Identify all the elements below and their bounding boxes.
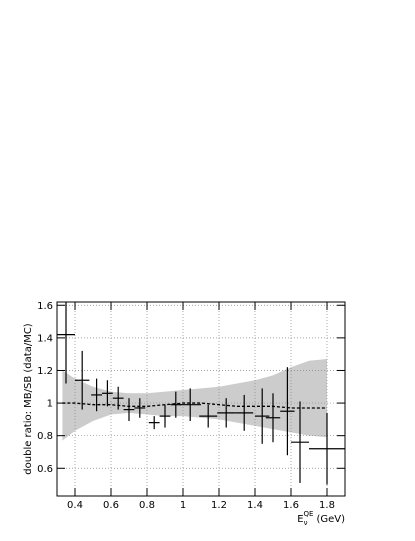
x-axis-label: EνQE (GeV) <box>297 510 345 527</box>
x-tick-label: 1.2 <box>211 500 227 511</box>
x-label-unit: (GeV) <box>316 514 345 525</box>
y-tick-label: 1 <box>47 399 53 410</box>
x-tick-label: 0.4 <box>67 500 83 511</box>
y-tick-label: 1.2 <box>37 366 53 377</box>
y-tick-label: 0.8 <box>37 431 53 442</box>
x-tick-label: 0.6 <box>103 500 119 511</box>
x-tick-label: 1.4 <box>247 500 263 511</box>
x-tick-label: 1 <box>180 500 186 511</box>
y-tick-label: 1.6 <box>37 301 53 312</box>
prediction-line <box>62 402 327 409</box>
x-label-sup: QE <box>304 510 314 518</box>
x-label-base: E <box>297 514 303 525</box>
x-tick-label: 0.8 <box>139 500 155 511</box>
y-tick-label: 0.6 <box>37 464 53 475</box>
x-label-sub: ν <box>304 519 308 527</box>
plot-frame <box>56 301 346 497</box>
uncertainty-band <box>62 359 328 441</box>
x-tick-label: 1.6 <box>283 500 299 511</box>
grid <box>57 302 345 496</box>
y-tick-label: 1.4 <box>37 333 53 344</box>
x-tick-label: 1.8 <box>319 500 335 511</box>
y-axis-label: double ratio: MB/SB (data/MC) <box>23 323 34 475</box>
